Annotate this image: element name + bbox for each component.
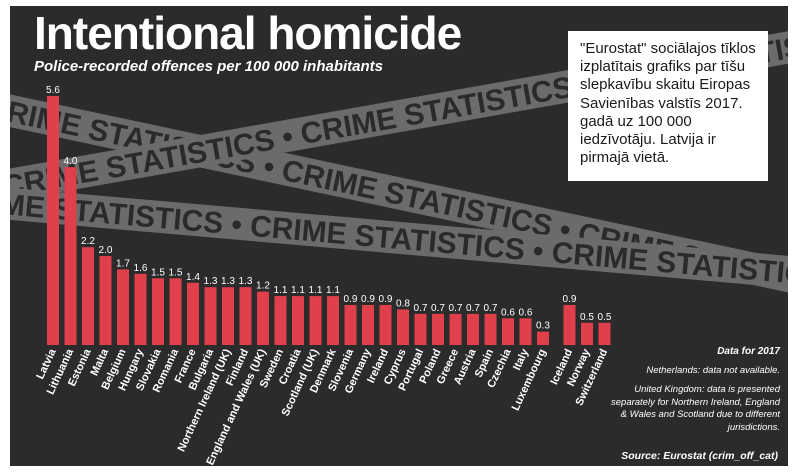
bar-poland: [432, 313, 444, 345]
value-label: 1.1: [326, 285, 340, 296]
value-label: 0.9: [344, 294, 358, 305]
bar-scotland-uk: [309, 296, 322, 345]
uk-note: United Kingdom: data is presented separa…: [611, 384, 780, 433]
netherlands-note: Netherlands: data not available.: [646, 364, 780, 376]
value-label: 1.1: [291, 285, 305, 296]
value-label: 1.1: [274, 285, 288, 296]
value-label: 1.3: [204, 276, 218, 287]
bar-northern-ireland-uk: [222, 287, 234, 345]
value-label: 0.9: [379, 294, 393, 305]
bar-bulgaria: [204, 287, 217, 345]
annotation-box: "Eurostat" sociālajos tīklos izplatītais…: [568, 31, 768, 181]
bar-finland: [239, 287, 252, 345]
bar-austria: [467, 313, 479, 345]
value-label: 0.7: [449, 303, 463, 314]
bar-italy: [519, 318, 532, 345]
data-year-note: Data for 2017: [717, 346, 780, 357]
value-label: 1.5: [169, 267, 183, 278]
value-label: 1.6: [134, 263, 148, 274]
value-label: 0.8: [396, 298, 410, 309]
bar-belgium: [117, 269, 129, 345]
infographic-frame: CRIME STATISTICS • CRIME STATISTICS • CR…: [10, 6, 788, 466]
bar-switzerland: [598, 322, 611, 345]
value-label: 0.7: [466, 303, 480, 314]
value-label: 1.7: [116, 258, 130, 269]
chart-subtitle: Police-recorded offences per 100 000 inh…: [34, 58, 384, 75]
bar-luxembourg: [537, 331, 549, 345]
bar-france: [187, 282, 199, 345]
bar-croatia: [292, 296, 304, 345]
bar-germany: [362, 304, 374, 345]
value-label: 0.7: [414, 303, 428, 314]
value-label: 2.0: [99, 245, 113, 256]
bar-slovakia: [152, 278, 164, 345]
value-label: 0.9: [361, 294, 375, 305]
bar-denmark: [327, 296, 339, 345]
bar-romania: [169, 278, 182, 345]
source-note: Source: Eurostat (crim_off_cat): [621, 450, 778, 462]
value-label: 0.7: [431, 303, 445, 314]
bar-slovenia: [344, 304, 357, 345]
value-label: 0.7: [484, 303, 498, 314]
value-label: 0.6: [519, 307, 533, 318]
bar-greece: [449, 313, 462, 345]
bar-spain: [484, 313, 497, 345]
value-label: 4.0: [64, 156, 78, 167]
bar-chart: 5.6Latvia4.0Lithuania2.2Estonia2.0Malta1…: [34, 85, 612, 466]
bar-iceland: [563, 304, 576, 345]
bar-czechia: [502, 318, 514, 345]
value-label: 1.3: [239, 276, 253, 287]
bar-estonia: [82, 247, 94, 345]
bar-portugal: [414, 313, 427, 345]
value-label: 0.9: [563, 294, 577, 305]
bar-lithuania: [64, 167, 77, 345]
value-label: 1.5: [151, 267, 165, 278]
bar-hungary: [134, 273, 147, 345]
value-label: 2.2: [81, 236, 95, 247]
bar-latvia: [47, 96, 59, 345]
bar-sweden: [274, 296, 287, 345]
value-label: 1.4: [186, 272, 200, 283]
value-label: 0.3: [536, 321, 550, 332]
bar-malta: [99, 256, 112, 345]
chart-title: Intentional homicide: [34, 7, 462, 59]
value-label: 1.2: [256, 281, 270, 292]
value-label: 0.6: [501, 307, 515, 318]
bar-england-and-wales-uk: [257, 291, 269, 345]
chart-notes: Data for 2017 Netherlands: data not avai…: [606, 346, 780, 441]
value-label: 5.6: [46, 85, 60, 96]
bar-cyprus: [397, 309, 409, 345]
value-label: 0.5: [580, 312, 594, 323]
bar-ireland: [379, 304, 392, 345]
bar-norway: [581, 322, 593, 345]
value-label: 1.3: [221, 276, 235, 287]
value-label: 1.1: [309, 285, 323, 296]
value-label: 0.5: [598, 312, 612, 323]
